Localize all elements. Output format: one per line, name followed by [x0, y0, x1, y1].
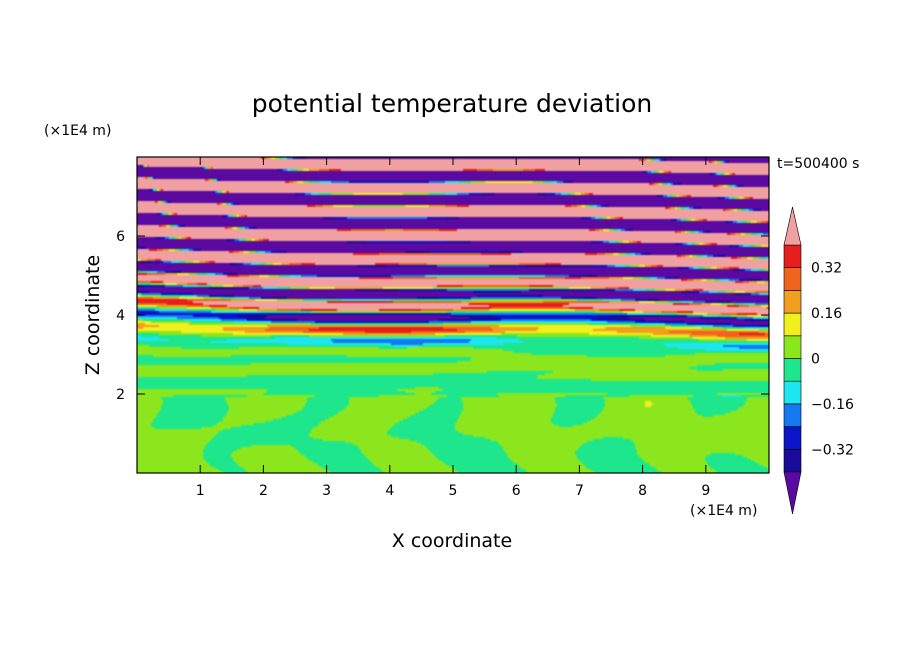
x-tick-label: 8: [638, 483, 647, 499]
colorbar-bin: [783, 290, 802, 314]
colorbar-bin: [783, 426, 802, 450]
x-axis-label: X coordinate: [392, 530, 512, 552]
colorbar-tick-label: 0: [811, 352, 820, 368]
y-axis-ticks: 2 4 6: [116, 229, 769, 403]
x-unit-label: (×1E4 m): [690, 503, 757, 519]
colorbar-bin: [783, 380, 802, 405]
y-tick-label: 2: [116, 387, 125, 403]
colorbar-tick-label: −0.32: [811, 442, 854, 458]
x-tick-label: 6: [512, 483, 521, 499]
colorbar-bin: [783, 335, 802, 359]
y-tick-label: 6: [116, 229, 125, 245]
colorbar-under-arrow: [783, 471, 802, 515]
y-axis-label: Z coordinate: [82, 255, 104, 375]
time-label: t=500400 s: [777, 156, 859, 172]
colorbar-bin: [783, 312, 802, 337]
colorbar-over-arrow: [783, 206, 802, 246]
x-tick-label: 5: [449, 483, 458, 499]
colorbar-bin: [783, 358, 802, 382]
x-axis-ticks: 1 2 3 4 5 6 7 8 9: [196, 157, 710, 499]
colorbar-bin: [783, 448, 802, 473]
x-tick-label: 4: [385, 483, 394, 499]
chart-title: potential temperature deviation: [252, 89, 652, 118]
heatmap-field: [137, 157, 769, 473]
colorbar-tick-label: 0.32: [811, 261, 842, 277]
x-tick-label: 1: [196, 483, 205, 499]
colorbar-bin: [783, 267, 802, 291]
colorbar-tick-label: 0.16: [811, 306, 842, 322]
x-tick-label: 2: [259, 483, 268, 499]
heatmap-image: [137, 157, 769, 473]
x-tick-label: 3: [322, 483, 331, 499]
colorbar-bin: [783, 403, 802, 427]
z-unit-label: (×1E4 m): [44, 123, 111, 139]
colorbar: 0.32 0.16 0 −0.16 −0.32: [783, 206, 854, 515]
colorbar-tick-label: −0.16: [811, 397, 854, 413]
x-tick-label: 7: [575, 483, 584, 499]
colorbar-bin: [783, 244, 802, 269]
y-tick-label: 4: [116, 308, 125, 324]
x-tick-label: 9: [701, 483, 710, 499]
